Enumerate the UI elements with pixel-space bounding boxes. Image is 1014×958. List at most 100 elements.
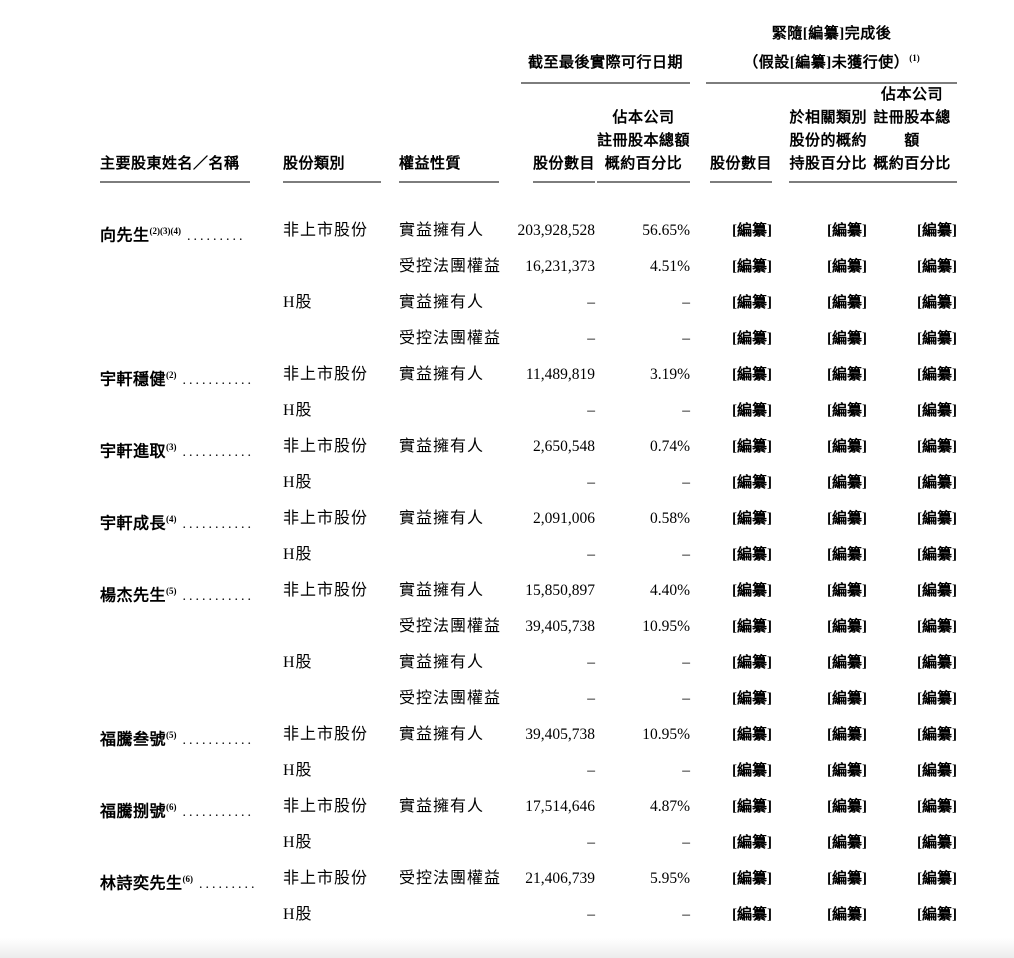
post-completion-line1: 緊隨[編纂]完成後 — [771, 26, 892, 42]
dot-leader: ........... — [182, 445, 255, 461]
redacted-total-pct: [編纂] — [917, 727, 957, 743]
shares-pct: 56.65% — [642, 222, 690, 239]
table-row: H股 實益擁有人 – – [編纂] [編纂] [編纂] — [100, 645, 960, 681]
redacted-class-pct: [編纂] — [827, 475, 867, 491]
redacted-shares-count: [編纂] — [732, 439, 772, 455]
shares-count: – — [587, 474, 595, 491]
shares-pct: – — [682, 402, 690, 419]
redacted-shares-count: [編纂] — [732, 223, 772, 239]
redacted-shares-count: [編纂] — [732, 727, 772, 743]
shareholder-name: 向先生 — [100, 227, 150, 245]
shares-pct: 0.58% — [649, 510, 690, 527]
redacted-class-pct: [編纂] — [827, 907, 867, 923]
redacted-shares-count: [編纂] — [732, 907, 772, 923]
shares-pct: 3.19% — [649, 366, 690, 383]
redacted-shares-count: [編纂] — [732, 403, 772, 419]
pct2-line2: 股份的概約 — [789, 133, 867, 149]
column-header-interest-nature-label: 權益性質 — [399, 153, 499, 183]
column-header-interest-nature: 權益性質 — [399, 153, 505, 183]
column-header-shares-1: 股份數目 — [505, 153, 595, 183]
share-class: H股 — [283, 474, 313, 491]
shareholder-name-cell: 宇軒穩健(2)........... — [100, 357, 283, 399]
shares-count: – — [587, 834, 595, 851]
group-header-latest-date: 截至最後實際可行日期 — [505, 51, 690, 84]
table-row: 福騰叁號(5)........... 非上市股份 實益擁有人 39,405,73… — [100, 717, 960, 753]
dot-leader: ......... — [199, 877, 258, 893]
page-bottom-edge — [0, 938, 1014, 958]
shares-count: – — [587, 402, 595, 419]
interest-nature — [399, 897, 505, 939]
shares-count: 39,405,738 — [525, 726, 595, 743]
shareholder-footnote-ref: (4) — [166, 514, 177, 524]
redacted-total-pct: [編纂] — [917, 907, 957, 923]
redacted-shares-count: [編纂] — [732, 367, 772, 383]
share-class: H股 — [283, 294, 313, 311]
shares-count: 39,405,738 — [525, 618, 595, 635]
shareholder-name: 宇軒穩健 — [100, 371, 167, 389]
share-class: H股 — [283, 834, 313, 851]
table-row: H股 – – [編纂] [編纂] [編纂] — [100, 393, 960, 429]
interest-nature: 實益擁有人 — [399, 798, 485, 815]
table-row: H股 實益擁有人 – – [編纂] [編纂] [編纂] — [100, 285, 960, 321]
shares-count: 11,489,819 — [525, 366, 595, 383]
table-row: H股 – – [編纂] [編纂] [編纂] — [100, 897, 960, 933]
share-class: 非上市股份 — [283, 870, 369, 887]
shareholder-footnote-ref: (3) — [166, 442, 177, 452]
shareholder-name: 林詩奕先生 — [100, 875, 183, 893]
interest-nature: 受控法團權益 — [399, 330, 502, 347]
redacted-total-pct: [編纂] — [917, 799, 957, 815]
redacted-class-pct: [編纂] — [827, 871, 867, 887]
table-row: 受控法團權益 – – [編纂] [編纂] [編纂] — [100, 321, 960, 357]
column-header-share-class-label: 股份類別 — [283, 153, 381, 183]
redacted-shares-count: [編纂] — [732, 763, 772, 779]
shares-pct: 0.74% — [649, 438, 690, 455]
table-group-header-row: 截至最後實際可行日期 緊隨[編纂]完成後 （假設[編纂]未獲行使）(1) — [100, 18, 960, 84]
pct3-line1: 佔本公司 — [880, 87, 943, 103]
interest-nature: 實益擁有人 — [399, 438, 485, 455]
shares-count: 16,231,373 — [525, 258, 595, 275]
interest-nature: 實益擁有人 — [399, 654, 485, 671]
shares-count: – — [587, 546, 595, 563]
redacted-shares-count: [編纂] — [732, 331, 772, 347]
table-column-header-row: 主要股東姓名／名稱 股份類別 權益性質 股份數目 佔本公司 註冊股本總額 概約百… — [100, 84, 960, 183]
redacted-shares-count: [編纂] — [732, 691, 772, 707]
share-class: H股 — [283, 402, 313, 419]
column-header-pct-2-label: 於相關類別 股份的概約 持股百分比 — [789, 107, 867, 183]
share-class: 非上市股份 — [283, 510, 369, 527]
redacted-total-pct: [編纂] — [917, 367, 957, 383]
shareholder-name-cell: 宇軒成長(4)........... — [100, 501, 283, 543]
shares-count: – — [587, 690, 595, 707]
shareholder-name: 宇軒進取 — [100, 443, 167, 461]
share-class: H股 — [283, 654, 313, 671]
shareholder-name-cell: 福騰叁號(5)........... — [100, 717, 283, 759]
shares-count: – — [587, 654, 595, 671]
redacted-total-pct: [編纂] — [917, 691, 957, 707]
share-class: H股 — [283, 762, 313, 779]
redacted-total-pct: [編纂] — [917, 763, 957, 779]
pct2-line1: 於相關類別 — [789, 110, 867, 126]
redacted-class-pct: [編纂] — [827, 619, 867, 635]
interest-nature: 受控法團權益 — [399, 690, 502, 707]
table-row: 受控法團權益 16,231,373 4.51% [編纂] [編纂] [編纂] — [100, 249, 960, 285]
table-row: 向先生(2)(3)(4)......... 非上市股份 實益擁有人 203,92… — [100, 213, 960, 249]
shares-pct: 10.95% — [642, 618, 690, 635]
redacted-shares-count: [編纂] — [732, 583, 772, 599]
shares-pct: – — [682, 330, 690, 347]
redacted-class-pct: [編纂] — [827, 799, 867, 815]
shareholder-name: 宇軒成長 — [100, 515, 167, 533]
share-class: 非上市股份 — [283, 222, 369, 239]
dot-leader: ......... — [187, 229, 246, 245]
shareholder-name-cell: 宇軒進取(3)........... — [100, 429, 283, 471]
redacted-class-pct: [編纂] — [827, 223, 867, 239]
interest-nature: 受控法團權益 — [399, 870, 502, 887]
dot-leader: ........... — [182, 517, 255, 533]
shareholder-footnote-ref: (2) — [166, 370, 177, 380]
table-row: H股 – – [編纂] [編纂] [編纂] — [100, 825, 960, 861]
column-header-pct-2: 於相關類別 股份的概約 持股百分比 — [772, 107, 867, 183]
pct2-line3: 持股百分比 — [789, 156, 867, 172]
share-class: 非上市股份 — [283, 798, 369, 815]
shareholder-name-cell: 向先生(2)(3)(4)......... — [100, 213, 283, 255]
table-body: 向先生(2)(3)(4)......... 非上市股份 實益擁有人 203,92… — [100, 213, 960, 933]
shares-count: – — [587, 762, 595, 779]
